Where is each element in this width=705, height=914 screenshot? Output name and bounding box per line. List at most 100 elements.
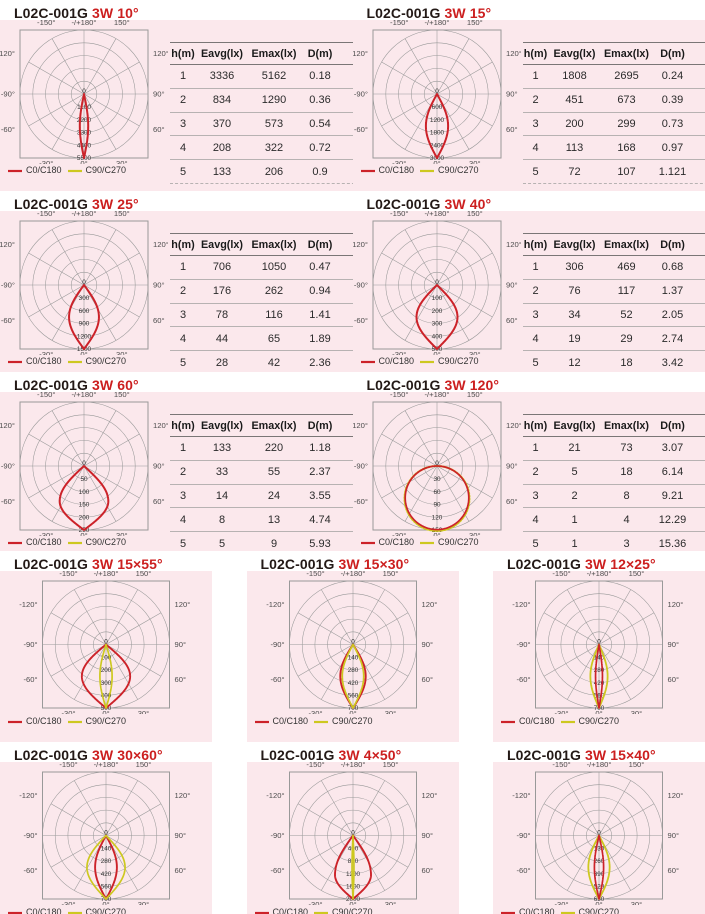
svg-text:60°: 60° bbox=[421, 675, 433, 684]
svg-text:150°: 150° bbox=[629, 571, 645, 578]
svg-text:-150°: -150° bbox=[59, 571, 77, 578]
svg-text:-60°: -60° bbox=[1, 316, 15, 325]
svg-text:-150°: -150° bbox=[552, 762, 570, 769]
svg-text:600: 600 bbox=[79, 308, 90, 315]
svg-text:-30°: -30° bbox=[392, 159, 406, 164]
svg-text:-60°: -60° bbox=[516, 675, 530, 684]
svg-text:30°: 30° bbox=[384, 709, 396, 714]
svg-text:-/+180°: -/+180° bbox=[340, 571, 365, 578]
svg-text:-30°: -30° bbox=[555, 900, 569, 905]
svg-text:60°: 60° bbox=[506, 497, 518, 506]
svg-text:-150°: -150° bbox=[390, 211, 408, 218]
svg-text:280: 280 bbox=[101, 858, 112, 865]
svg-text:150°: 150° bbox=[382, 762, 398, 769]
svg-text:-30°: -30° bbox=[39, 159, 53, 164]
svg-text:120°: 120° bbox=[506, 240, 521, 249]
svg-text:-60°: -60° bbox=[353, 497, 367, 506]
svg-text:90: 90 bbox=[433, 502, 441, 509]
svg-text:90°: 90° bbox=[153, 461, 165, 470]
svg-text:-90°: -90° bbox=[516, 640, 530, 649]
svg-text:-60°: -60° bbox=[1, 125, 15, 134]
svg-text:100: 100 bbox=[431, 295, 442, 302]
svg-text:150°: 150° bbox=[382, 571, 398, 578]
svg-text:150°: 150° bbox=[136, 762, 152, 769]
svg-text:-150°: -150° bbox=[37, 211, 55, 218]
svg-text:-90°: -90° bbox=[1, 89, 15, 98]
svg-text:120: 120 bbox=[431, 514, 442, 521]
svg-text:120°: 120° bbox=[506, 421, 521, 430]
svg-text:-150°: -150° bbox=[552, 571, 570, 578]
svg-text:30°: 30° bbox=[116, 159, 128, 164]
svg-text:-150°: -150° bbox=[59, 762, 77, 769]
svg-text:-120°: -120° bbox=[353, 421, 368, 430]
svg-text:90°: 90° bbox=[175, 831, 187, 840]
svg-text:90°: 90° bbox=[421, 640, 433, 649]
svg-text:-120°: -120° bbox=[19, 600, 37, 609]
svg-text:-150°: -150° bbox=[390, 20, 408, 27]
svg-text:200: 200 bbox=[79, 514, 90, 521]
svg-text:30°: 30° bbox=[138, 900, 150, 905]
svg-text:30°: 30° bbox=[631, 709, 643, 714]
svg-text:-150°: -150° bbox=[306, 571, 324, 578]
svg-text:-/+180°: -/+180° bbox=[424, 211, 449, 218]
svg-text:1100: 1100 bbox=[77, 104, 91, 111]
svg-text:30°: 30° bbox=[138, 709, 150, 714]
svg-text:-30°: -30° bbox=[62, 900, 76, 905]
svg-text:60°: 60° bbox=[153, 497, 165, 506]
svg-text:-/+180°: -/+180° bbox=[587, 571, 612, 578]
svg-text:150°: 150° bbox=[466, 20, 482, 27]
svg-text:-30°: -30° bbox=[308, 900, 322, 905]
svg-text:200: 200 bbox=[101, 667, 112, 674]
svg-text:-60°: -60° bbox=[353, 125, 367, 134]
svg-text:150°: 150° bbox=[114, 392, 130, 399]
svg-text:60°: 60° bbox=[421, 866, 433, 875]
svg-text:30°: 30° bbox=[468, 350, 480, 355]
svg-text:-120°: -120° bbox=[512, 791, 530, 800]
svg-text:-90°: -90° bbox=[353, 461, 367, 470]
svg-text:60°: 60° bbox=[175, 675, 187, 684]
svg-text:-30°: -30° bbox=[62, 709, 76, 714]
svg-text:-120°: -120° bbox=[266, 600, 284, 609]
svg-text:30°: 30° bbox=[116, 531, 128, 536]
svg-text:-90°: -90° bbox=[270, 831, 284, 840]
svg-text:-/+180°: -/+180° bbox=[71, 211, 96, 218]
svg-text:-60°: -60° bbox=[516, 866, 530, 875]
svg-text:60°: 60° bbox=[153, 125, 165, 134]
svg-text:-30°: -30° bbox=[39, 350, 53, 355]
svg-text:-90°: -90° bbox=[270, 640, 284, 649]
svg-text:150°: 150° bbox=[466, 392, 482, 399]
svg-text:-60°: -60° bbox=[23, 675, 37, 684]
svg-text:120°: 120° bbox=[421, 600, 437, 609]
svg-text:-120°: -120° bbox=[19, 791, 37, 800]
svg-text:90°: 90° bbox=[153, 280, 165, 289]
svg-text:50: 50 bbox=[80, 476, 88, 483]
svg-text:-/+180°: -/+180° bbox=[94, 571, 119, 578]
svg-text:60°: 60° bbox=[175, 866, 187, 875]
svg-text:60: 60 bbox=[433, 489, 441, 496]
svg-text:-60°: -60° bbox=[1, 497, 15, 506]
svg-text:120°: 120° bbox=[421, 791, 437, 800]
svg-text:-30°: -30° bbox=[392, 350, 406, 355]
svg-text:-/+180°: -/+180° bbox=[424, 392, 449, 399]
svg-text:-/+180°: -/+180° bbox=[71, 392, 96, 399]
svg-text:60°: 60° bbox=[506, 316, 518, 325]
svg-text:-30°: -30° bbox=[39, 531, 53, 536]
svg-text:90°: 90° bbox=[421, 831, 433, 840]
svg-text:90°: 90° bbox=[506, 89, 518, 98]
svg-text:60°: 60° bbox=[668, 675, 680, 684]
svg-text:-/+180°: -/+180° bbox=[71, 20, 96, 27]
svg-text:120°: 120° bbox=[153, 240, 168, 249]
svg-text:-30°: -30° bbox=[555, 709, 569, 714]
svg-text:-/+180°: -/+180° bbox=[587, 762, 612, 769]
svg-text:60°: 60° bbox=[668, 866, 680, 875]
svg-text:300: 300 bbox=[79, 295, 90, 302]
svg-text:30: 30 bbox=[433, 476, 441, 483]
svg-text:150°: 150° bbox=[136, 571, 152, 578]
svg-text:150°: 150° bbox=[629, 762, 645, 769]
svg-text:120°: 120° bbox=[175, 791, 191, 800]
svg-text:30°: 30° bbox=[468, 531, 480, 536]
svg-text:-150°: -150° bbox=[390, 392, 408, 399]
svg-text:120°: 120° bbox=[153, 49, 168, 58]
svg-text:90°: 90° bbox=[175, 640, 187, 649]
svg-text:-/+180°: -/+180° bbox=[94, 762, 119, 769]
